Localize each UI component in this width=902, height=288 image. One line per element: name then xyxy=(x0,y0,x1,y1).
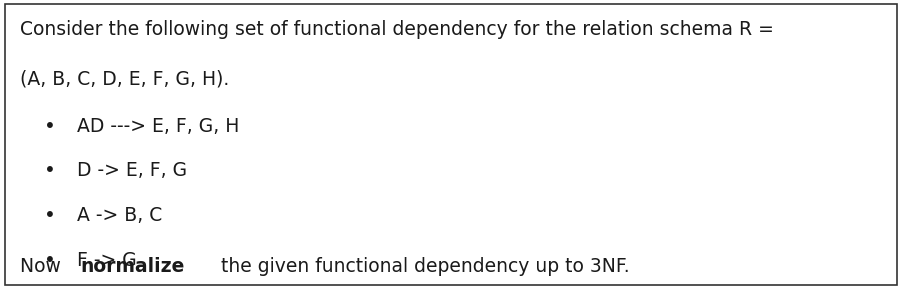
Text: •: • xyxy=(43,206,56,225)
Text: Consider the following set of functional dependency for the relation schema R =: Consider the following set of functional… xyxy=(20,20,774,39)
Text: A -> B, C: A -> B, C xyxy=(77,206,162,225)
Text: normalize: normalize xyxy=(80,257,185,276)
Text: the given functional dependency up to 3NF.: the given functional dependency up to 3N… xyxy=(215,257,630,276)
Text: F -> G: F -> G xyxy=(77,251,136,270)
Text: D -> E, F, G: D -> E, F, G xyxy=(77,161,187,180)
Text: •: • xyxy=(43,117,56,136)
Text: AD ---> E, F, G, H: AD ---> E, F, G, H xyxy=(77,117,239,136)
Text: •: • xyxy=(43,251,56,270)
FancyBboxPatch shape xyxy=(5,4,897,285)
Text: (A, B, C, D, E, F, G, H).: (A, B, C, D, E, F, G, H). xyxy=(20,69,229,88)
Text: Now: Now xyxy=(20,257,67,276)
Text: •: • xyxy=(43,161,56,180)
